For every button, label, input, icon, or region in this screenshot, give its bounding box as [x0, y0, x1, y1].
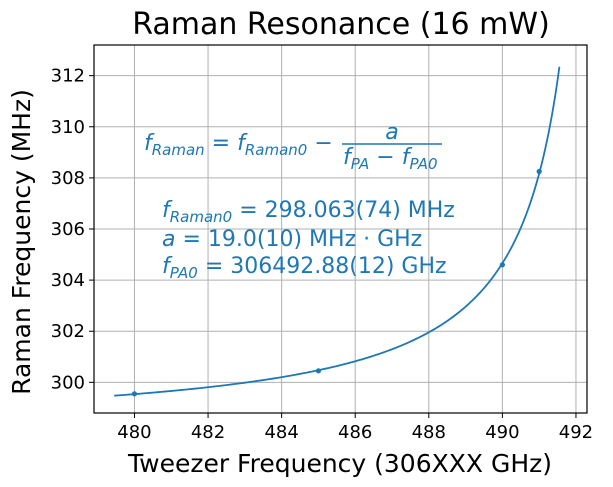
svg-text:fPA − fPA0: fPA − fPA0 — [343, 145, 438, 173]
chart-title: Raman Resonance (16 mW) — [132, 7, 550, 42]
y-tick-label: 306 — [51, 219, 85, 240]
param-f-pa0-sub: PA0 — [170, 264, 198, 282]
x-tick-label: 484 — [264, 422, 298, 443]
formula-den-sub1: PA — [351, 155, 370, 173]
y-axis-label: Raman Frequency (MHz) — [7, 89, 36, 395]
formula-den-minus: − — [369, 145, 401, 170]
formula-lhs-sub: Raman — [152, 141, 205, 159]
formula-numerator: a — [385, 120, 398, 145]
data-point — [131, 391, 138, 397]
grid-lines — [94, 45, 587, 413]
formula-eq: = — [205, 131, 237, 156]
param-f-pa0: fPA0 = 306492.88(12) GHz — [162, 254, 447, 282]
y-tick-label: 310 — [51, 117, 85, 138]
y-tick-label: 304 — [51, 270, 85, 291]
x-axis-ticks: 480 482 484 486 488 490 492 — [117, 413, 593, 443]
param-f-pa0-symbol: f — [162, 254, 173, 279]
param-f-raman0-symbol: f — [162, 198, 173, 223]
y-tick-label: 308 — [51, 168, 85, 189]
param-a: a = 19.0(10) MHz · GHz — [162, 227, 422, 252]
x-tick-label: 490 — [485, 422, 519, 443]
param-a-value: = 19.0(10) MHz · GHz — [175, 227, 422, 252]
svg-text:fRaman = fRaman0 −: fRaman = fRaman0 − — [144, 131, 333, 159]
param-f-raman0: fRaman0 = 298.063(74) MHz — [162, 198, 455, 226]
formula-den-f2: f — [402, 145, 413, 170]
x-tick-label: 492 — [559, 422, 593, 443]
y-axis-ticks: 300 302 304 306 308 310 312 — [51, 66, 94, 393]
param-f-pa0-value: = 306492.88(12) GHz — [198, 254, 447, 279]
formula-den-sub2: PA0 — [409, 155, 437, 173]
x-tick-label: 480 — [117, 422, 151, 443]
fit-curve — [114, 66, 561, 397]
formula-minus: − — [307, 131, 332, 156]
data-point — [315, 368, 322, 374]
x-tick-label: 488 — [412, 422, 446, 443]
data-point — [499, 262, 505, 268]
param-a-symbol: a — [162, 227, 175, 252]
x-tick-label: 486 — [338, 422, 372, 443]
formula-term1-sub: Raman0 — [245, 141, 307, 159]
y-tick-label: 302 — [51, 321, 85, 342]
x-tick-label: 482 — [191, 422, 225, 443]
y-tick-label: 300 — [51, 372, 85, 393]
formula-lhs: f — [144, 131, 155, 156]
formula-den-f1: f — [343, 145, 354, 170]
y-tick-label: 312 — [51, 66, 85, 87]
x-axis-label: Tweezer Frequency (306XXX GHz) — [127, 449, 552, 478]
data-points — [131, 168, 542, 397]
formula-term1: f — [237, 131, 248, 156]
param-f-raman0-value: = 298.063(74) MHz — [232, 198, 455, 223]
formula-annotation: fRaman = fRaman0 − a fPA − fPA0 — [144, 120, 442, 173]
data-point — [536, 168, 542, 175]
plot-frame — [93, 44, 588, 414]
fit-parameters: fRaman0 = 298.063(74) MHz a = 19.0(10) M… — [162, 198, 455, 282]
param-f-raman0-sub: Raman0 — [170, 208, 232, 226]
